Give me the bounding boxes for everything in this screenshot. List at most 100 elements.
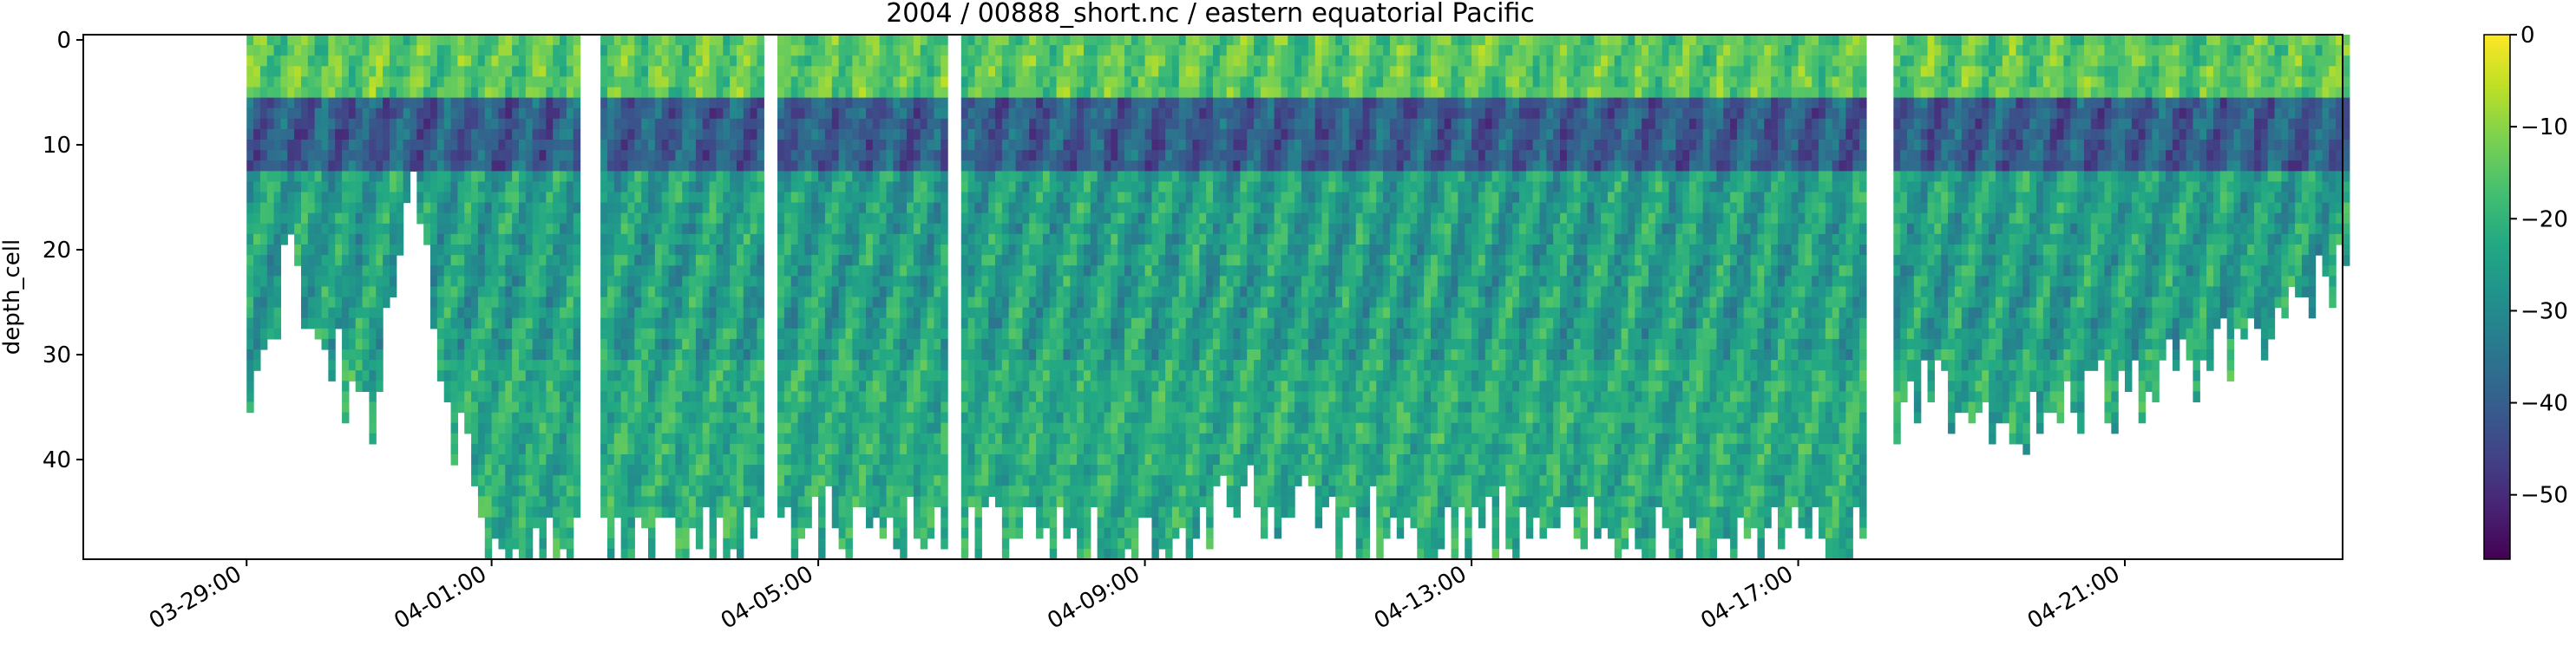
heatmap-cell bbox=[682, 506, 690, 518]
heatmap-cell bbox=[1008, 140, 1017, 151]
heatmap-cell bbox=[505, 255, 513, 266]
heatmap-cell bbox=[654, 349, 663, 361]
heatmap-cell bbox=[1015, 391, 1023, 403]
heatmap-cell bbox=[900, 412, 908, 424]
heatmap-cell bbox=[553, 276, 560, 287]
heatmap-cell bbox=[702, 150, 711, 161]
heatmap-cell bbox=[477, 475, 486, 486]
heatmap-cell bbox=[1022, 496, 1030, 508]
heatmap-cell bbox=[865, 192, 874, 204]
heatmap-cell bbox=[702, 265, 711, 277]
heatmap-cell bbox=[464, 360, 472, 371]
heatmap-cell bbox=[913, 202, 921, 214]
heatmap-cell bbox=[505, 349, 513, 361]
heatmap-cell bbox=[259, 223, 268, 235]
heatmap-cell bbox=[865, 87, 874, 99]
heatmap-cell bbox=[1063, 307, 1071, 319]
heatmap-cell bbox=[518, 370, 527, 381]
heatmap-cell bbox=[981, 349, 989, 361]
heatmap-cell bbox=[1029, 475, 1037, 486]
heatmap-cell bbox=[1029, 297, 1037, 309]
heatmap-cell bbox=[730, 202, 737, 214]
heatmap-cell bbox=[777, 506, 785, 518]
heatmap-cell bbox=[804, 55, 812, 67]
heatmap-cell bbox=[893, 45, 901, 56]
heatmap-cell bbox=[532, 517, 541, 529]
heatmap-cell bbox=[1036, 506, 1044, 518]
heatmap-cell bbox=[907, 381, 914, 392]
heatmap-cell bbox=[566, 506, 574, 518]
heatmap-cell bbox=[627, 265, 635, 277]
heatmap-cell bbox=[1063, 496, 1071, 508]
heatmap-cell bbox=[648, 548, 656, 560]
heatmap-cell bbox=[573, 391, 581, 403]
heatmap-cell bbox=[736, 475, 744, 486]
heatmap-cell bbox=[695, 35, 704, 46]
heatmap-cell bbox=[566, 76, 574, 88]
heatmap-cell bbox=[757, 391, 764, 403]
heatmap-cell bbox=[613, 307, 622, 319]
heatmap-cell bbox=[355, 171, 364, 182]
heatmap-cell bbox=[606, 276, 615, 287]
heatmap-cell bbox=[648, 307, 656, 319]
heatmap-cell bbox=[818, 160, 826, 172]
heatmap-cell bbox=[641, 370, 649, 381]
heatmap-cell bbox=[525, 66, 534, 77]
heatmap-cell bbox=[743, 87, 751, 99]
heatmap-cell bbox=[1042, 76, 1051, 88]
heatmap-cell bbox=[967, 360, 976, 371]
heatmap-cell bbox=[383, 297, 390, 309]
heatmap-cell bbox=[1022, 317, 1030, 329]
heatmap-cell bbox=[967, 338, 976, 350]
heatmap-cell bbox=[967, 486, 976, 497]
heatmap-cell bbox=[491, 233, 500, 245]
heatmap-cell bbox=[1036, 76, 1044, 88]
heatmap-cell bbox=[689, 370, 697, 381]
heatmap-cell bbox=[811, 454, 819, 466]
heatmap-cell bbox=[300, 233, 309, 245]
heatmap-cell bbox=[743, 454, 751, 466]
heatmap-cell bbox=[553, 517, 560, 529]
heatmap-cell bbox=[920, 496, 928, 508]
heatmap-cell bbox=[723, 233, 731, 245]
heatmap-cell bbox=[450, 328, 458, 340]
heatmap-cell bbox=[1001, 265, 1010, 277]
heatmap-cell bbox=[1036, 276, 1044, 287]
heatmap-cell bbox=[967, 317, 976, 329]
heatmap-cell bbox=[560, 223, 567, 235]
heatmap-cell bbox=[811, 76, 819, 88]
heatmap-cell bbox=[546, 454, 554, 466]
heatmap-cell bbox=[859, 35, 867, 46]
heatmap-cell bbox=[702, 433, 711, 445]
heatmap-cell bbox=[654, 486, 663, 497]
heatmap-cell bbox=[1022, 108, 1030, 120]
heatmap-cell bbox=[981, 171, 989, 182]
heatmap-cell bbox=[865, 412, 874, 424]
heatmap-cell bbox=[566, 265, 574, 277]
heatmap-cell bbox=[757, 160, 764, 172]
heatmap-cell bbox=[872, 276, 881, 287]
heatmap-cell bbox=[1056, 202, 1065, 214]
heatmap-cell bbox=[790, 76, 799, 88]
heatmap-cell bbox=[934, 486, 941, 497]
heatmap-cell bbox=[824, 55, 833, 67]
heatmap-cell bbox=[403, 45, 411, 56]
heatmap-cell bbox=[648, 181, 656, 193]
heatmap-cell bbox=[750, 486, 758, 497]
heatmap-cell bbox=[960, 140, 969, 151]
heatmap-cell bbox=[546, 87, 554, 99]
heatmap-cell bbox=[783, 486, 792, 497]
heatmap-cell bbox=[546, 244, 554, 256]
heatmap-cell bbox=[287, 76, 295, 88]
heatmap-cell bbox=[307, 317, 316, 329]
heatmap-cell bbox=[995, 391, 1003, 403]
heatmap-cell bbox=[600, 433, 608, 445]
heatmap-cell bbox=[702, 233, 711, 245]
heatmap-cell bbox=[416, 66, 424, 77]
heatmap-cell bbox=[927, 66, 935, 77]
heatmap-cell bbox=[546, 297, 554, 309]
heatmap-cell bbox=[1042, 486, 1051, 497]
heatmap-cell bbox=[750, 360, 758, 371]
heatmap-cell bbox=[1070, 328, 1078, 340]
heatmap-cell bbox=[811, 349, 819, 361]
